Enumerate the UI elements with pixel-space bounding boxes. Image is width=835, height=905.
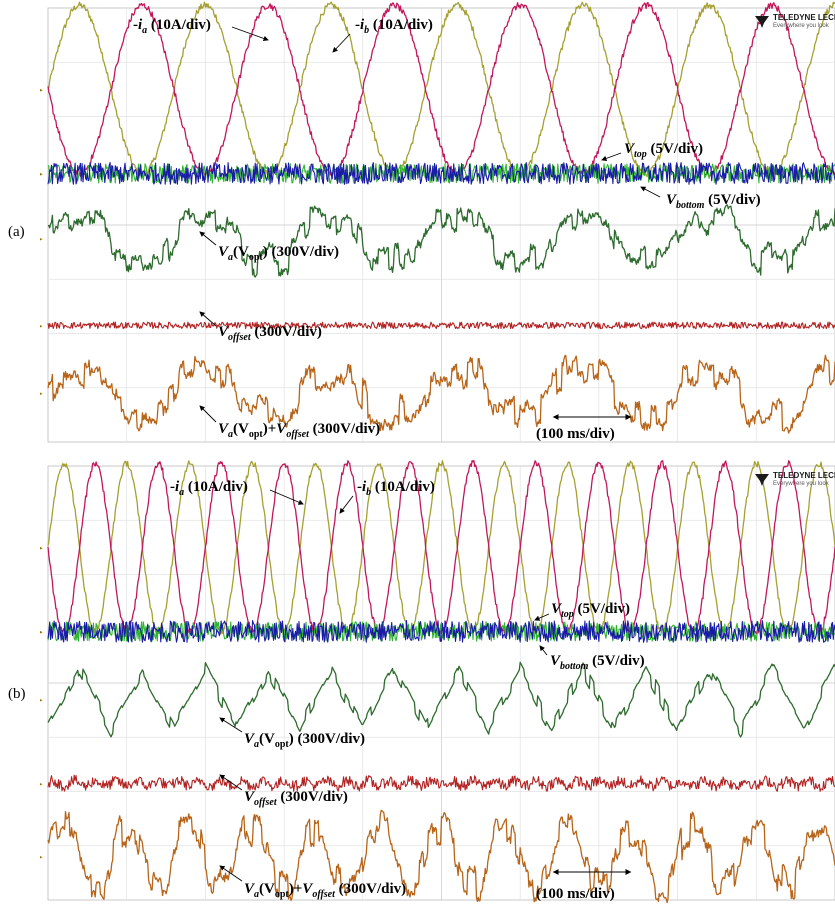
trace-3 xyxy=(47,620,835,643)
annotation-ia: -ia (10A/div) xyxy=(170,479,248,498)
annotation-arrow-vtop xyxy=(534,613,550,621)
annotation-arrow-vsum xyxy=(219,865,243,882)
annotation-arrow-vbottom xyxy=(640,186,661,198)
annotation-arrow-voffset xyxy=(199,311,217,327)
channel-marker: ▸ xyxy=(40,545,43,551)
teledyne-logo-icon xyxy=(755,474,769,486)
channel-marker: ▸ xyxy=(40,391,43,397)
scope-panel-a: ▸▸▸▸▸▸▸TELEDYNE LECROEverywhere you look… xyxy=(8,1,835,443)
trace-0 xyxy=(47,1,835,178)
annotation-ib: -ib (10A/div) xyxy=(355,17,433,36)
annotation-arrow-vbottom xyxy=(539,645,548,656)
teledyne-logo-icon xyxy=(755,16,769,28)
annotation-arrow-ib xyxy=(339,495,354,514)
channel-marker: ▸ xyxy=(40,855,43,861)
annotation-arrow-ia xyxy=(269,489,304,505)
channel-marker: ▸ xyxy=(40,323,43,329)
brand-tagline: Everywhere you look xyxy=(773,481,830,487)
trace-6 xyxy=(47,354,835,434)
scope-panel-b: ▸▸▸▸▸▸▸TELEDYNE LECROEverywhere you look… xyxy=(8,459,835,904)
timebase-label: (100 ms/div) xyxy=(536,426,615,442)
trace-3 xyxy=(47,162,835,185)
trace-6 xyxy=(47,809,835,904)
annotation-arrow-vsum xyxy=(199,405,217,423)
annotation-voffset: Voffset (300V/div) xyxy=(244,789,348,808)
channel-marker: ▸ xyxy=(40,629,43,635)
annotation-ia: -ia (10A/div) xyxy=(133,17,211,36)
channel-marker: ▸ xyxy=(40,87,43,93)
annotation-vtop: Vtop (5V/div) xyxy=(624,141,703,160)
panel-label: (b) xyxy=(8,686,26,702)
annotation-va: Va(Vopt) (300V/div) xyxy=(218,244,339,263)
channel-marker: ▸ xyxy=(40,171,43,177)
channel-marker: ▸ xyxy=(40,171,43,177)
trace-4 xyxy=(47,661,835,738)
annotation-arrow-vtop xyxy=(601,152,622,161)
trace-0 xyxy=(47,460,835,636)
annotation-vsum: Va(Vopt)+Voffset (300V/div) xyxy=(244,881,406,900)
timebase-label: (100 ms/div) xyxy=(536,886,615,902)
trace-4 xyxy=(47,204,835,278)
channel-marker: ▸ xyxy=(40,629,43,635)
annotation-vbottom: Vbottom (5V/div) xyxy=(550,653,645,672)
brand-name: TELEDYNE LECRO xyxy=(773,471,835,480)
channel-marker: ▸ xyxy=(40,87,43,93)
annotation-arrow-va xyxy=(219,717,243,733)
brand-tagline: Everywhere you look xyxy=(773,23,830,29)
channel-marker: ▸ xyxy=(40,781,43,787)
annotation-voffset: Voffset (300V/div) xyxy=(218,324,322,343)
annotation-ib: -ib (10A/div) xyxy=(357,479,435,498)
trace-2 xyxy=(47,621,835,642)
annotation-arrow-ib xyxy=(332,33,351,53)
trace-5 xyxy=(47,321,835,330)
annotation-vtop: Vtop (5V/div) xyxy=(551,601,630,620)
annotation-vsum: Va(Vopt)+Voffset (300V/div) xyxy=(218,421,380,440)
panel-label: (a) xyxy=(8,224,25,240)
channel-marker: ▸ xyxy=(40,545,43,551)
annotation-arrow-ia xyxy=(231,26,269,42)
brand-name: TELEDYNE LECRO xyxy=(773,13,835,22)
annotation-arrow-voffset xyxy=(219,774,243,791)
annotation-va: Va(Vopt) (300V/div) xyxy=(244,731,365,750)
annotation-arrow-va xyxy=(199,231,217,246)
annotation-vbottom: Vbottom (5V/div) xyxy=(666,192,761,211)
trace-5 xyxy=(47,774,835,792)
channel-marker: ▸ xyxy=(40,237,43,243)
channel-marker: ▸ xyxy=(40,697,43,703)
